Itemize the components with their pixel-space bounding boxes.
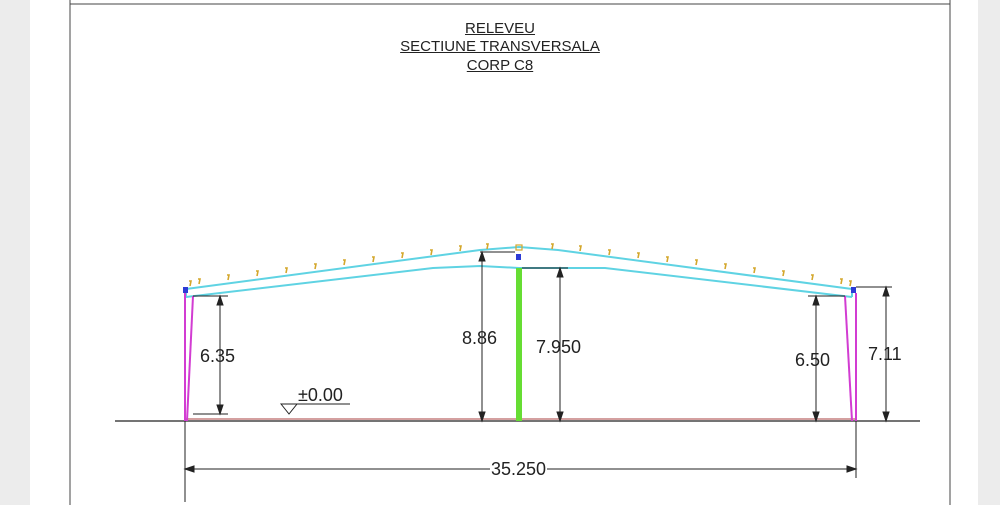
ridge-clear-height-label: 7.950 (536, 337, 582, 357)
title-line-2: SECTIUNE TRANSVERSALA (400, 38, 600, 55)
left-eave-height-label: 6.35 (200, 346, 236, 366)
dimension-lines (183, 250, 892, 502)
ridge-height-label: 8.86 (462, 328, 498, 348)
right-total-height-label: 7.11 (868, 344, 902, 364)
span-width-label: 35.250 (490, 459, 548, 480)
purlins (189, 243, 852, 287)
title-line-1: RELEVEU (464, 20, 536, 37)
column-caps (183, 254, 856, 293)
level-mark-symbol (279, 403, 350, 415)
right-eave-height-label: 6.50 (795, 350, 831, 370)
level-mark-label: ±0.00 (298, 385, 343, 405)
title-line-3: CORP C8 (466, 57, 534, 74)
steel-columns (184, 293, 857, 422)
center-post (516, 268, 522, 421)
